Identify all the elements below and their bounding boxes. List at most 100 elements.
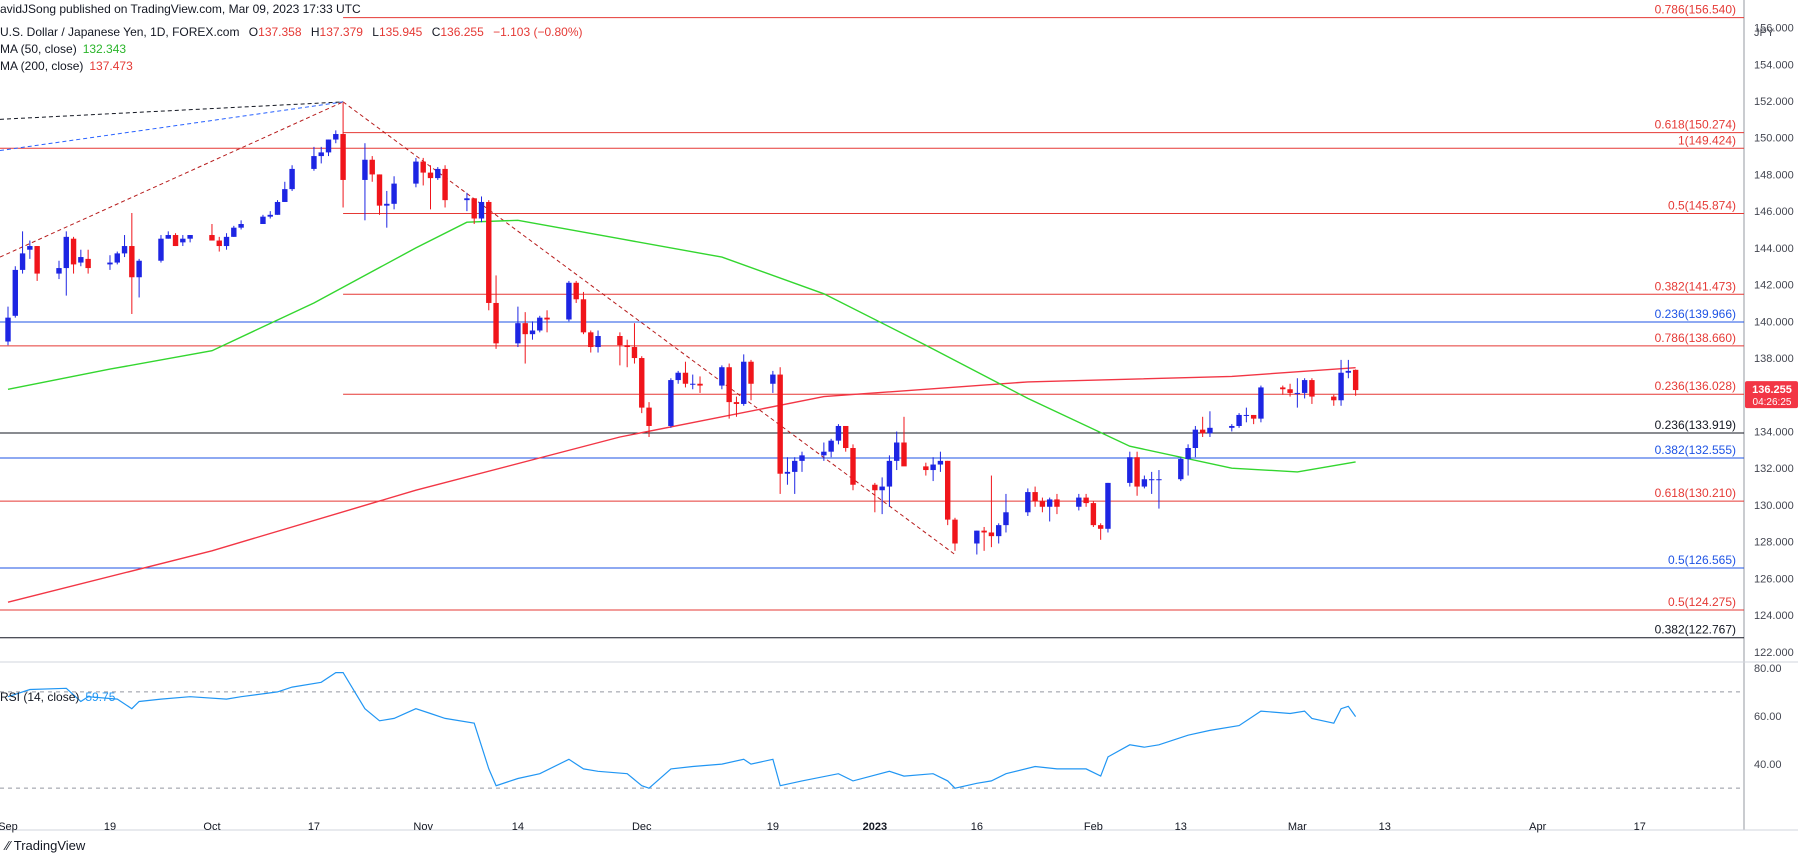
symbol-name: U.S. Dollar / Japanese Yen, 1D, FOREX.co… xyxy=(0,25,240,39)
candle-body xyxy=(631,347,638,359)
candle-body xyxy=(158,238,164,261)
candle-up xyxy=(464,192,470,212)
candle-body xyxy=(1083,497,1089,504)
candle-down xyxy=(369,156,375,182)
candle-down xyxy=(777,367,783,494)
rsi-legend[interactable]: RSI (14, close) 59.75 xyxy=(0,690,121,704)
candle-body xyxy=(289,168,295,190)
candle-body xyxy=(70,238,77,265)
candle-up xyxy=(27,240,33,259)
candle-body xyxy=(413,161,419,184)
candle-up xyxy=(930,457,936,482)
logo-mark-icon: ⁄⁄ xyxy=(6,838,11,853)
candle-body xyxy=(435,168,441,179)
candle-body xyxy=(180,238,186,243)
candle-body xyxy=(471,198,477,219)
candle-body xyxy=(719,367,725,386)
candle-body xyxy=(872,484,878,491)
candle-body xyxy=(995,525,1002,537)
candle-body xyxy=(427,172,434,179)
candle-down xyxy=(617,332,623,366)
candle-up xyxy=(231,225,237,237)
candle-up xyxy=(435,167,441,180)
candle-body xyxy=(267,214,273,217)
fib-level-label: 0.5(126.565) xyxy=(1668,553,1736,567)
candle-body xyxy=(1003,512,1009,526)
candle-down xyxy=(1199,416,1206,437)
candle-body xyxy=(1178,459,1184,480)
candle-up xyxy=(325,139,332,157)
candle-down xyxy=(901,416,907,467)
candle-body xyxy=(1294,392,1301,394)
tradingview-logo[interactable]: ⁄⁄ TradingView xyxy=(6,838,85,853)
candle-up xyxy=(821,442,827,461)
candle-body xyxy=(384,203,390,206)
candle-body xyxy=(340,134,346,180)
candle-body xyxy=(1199,429,1206,434)
ma50-value: 132.343 xyxy=(82,42,127,56)
low-value: 135.945 xyxy=(378,25,423,39)
price-tick-label: 150.000 xyxy=(1754,133,1794,145)
published-line: avidJSong published on TradingView.com, … xyxy=(0,2,367,16)
candle-body xyxy=(639,358,645,408)
ma50-legend[interactable]: MA (50, close) 132.343 xyxy=(0,42,132,56)
candle-body xyxy=(1127,457,1133,483)
candle-body xyxy=(944,460,951,520)
candle-down xyxy=(1039,497,1046,513)
candle-down xyxy=(733,396,740,417)
high-value: 137.379 xyxy=(319,25,363,39)
candle-body xyxy=(63,236,69,269)
candle-down xyxy=(872,482,878,513)
price-tick-label: 132.000 xyxy=(1754,463,1794,475)
candle-down xyxy=(129,212,135,314)
candle-up xyxy=(1156,470,1162,509)
candle-up xyxy=(56,260,62,280)
candle-down xyxy=(1250,414,1257,425)
fib-level-label: 0.786(156.540) xyxy=(1655,3,1736,17)
candle-up xyxy=(63,231,69,296)
candle-body xyxy=(1309,380,1315,397)
candle-up xyxy=(282,181,288,202)
candle-body xyxy=(675,372,681,381)
candle-down xyxy=(340,102,346,208)
candle-up xyxy=(1127,451,1133,487)
price-tick-label: 124.000 xyxy=(1754,610,1794,622)
candle-body xyxy=(537,317,543,331)
candle-body xyxy=(981,530,987,533)
price-axis-ticks: 122.000 124.000 126.000 128.000 130.000 132.0… xyxy=(1754,23,1794,659)
fib-level-label: 0.5(145.874) xyxy=(1668,198,1736,212)
candle-body xyxy=(792,460,798,472)
candle-body xyxy=(231,227,237,237)
candle-down xyxy=(216,236,222,252)
time-tick-label: Dec xyxy=(632,821,652,833)
rsi-line xyxy=(7,671,1357,789)
candle-body xyxy=(777,374,783,474)
candle-up xyxy=(886,455,893,507)
open-label: O xyxy=(248,25,259,39)
ma200-legend[interactable]: MA (200, close) 137.473 xyxy=(0,59,139,73)
low-label: L xyxy=(372,25,379,39)
candle-body xyxy=(1032,492,1038,502)
candle-body xyxy=(464,198,470,201)
candle-body xyxy=(617,336,623,346)
price-tick-label: 148.000 xyxy=(1754,169,1794,181)
candle-down xyxy=(34,246,40,281)
time-tick-label: 17 xyxy=(1634,821,1646,833)
candle-body xyxy=(493,302,499,344)
price-tick-label: 144.000 xyxy=(1754,243,1794,255)
candle-up xyxy=(566,280,572,322)
time-tick-label: Apr xyxy=(1529,821,1546,833)
candle-body xyxy=(894,442,900,461)
candle-body xyxy=(522,323,528,335)
candle-down xyxy=(843,425,849,452)
time-tick-label: 14 xyxy=(512,821,524,833)
candle-body xyxy=(12,269,18,316)
time-axis: Sep 19 Oct 17 Nov 14 Dec 19 2023 16 Feb 13 Mar 13 Apr 1… xyxy=(0,821,1646,833)
candle-up xyxy=(1003,493,1009,533)
candle-body xyxy=(114,253,120,263)
candle-body xyxy=(748,361,754,384)
ma200-value: 137.473 xyxy=(89,59,133,73)
candle-down xyxy=(573,280,579,303)
